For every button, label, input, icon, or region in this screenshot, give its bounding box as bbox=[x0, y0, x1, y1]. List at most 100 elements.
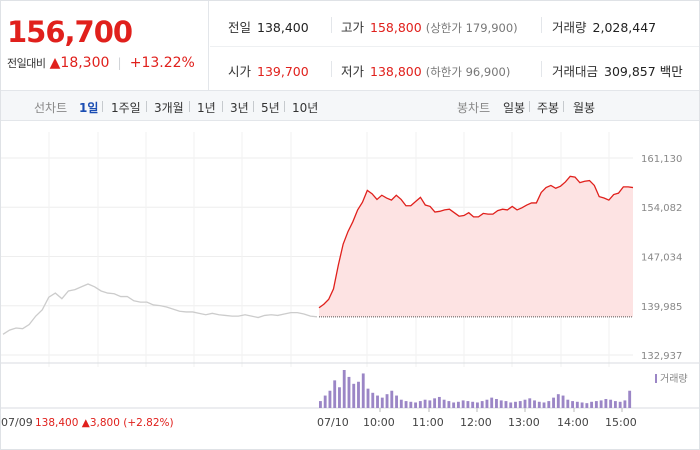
y-tick-label: 132,937 bbox=[641, 351, 682, 362]
volume-bar bbox=[495, 399, 498, 408]
volume-bar bbox=[428, 400, 432, 408]
volume-bar bbox=[528, 398, 532, 408]
volume-bar bbox=[433, 398, 437, 408]
stat-high: 고가 158,800 (상한가 179,900) bbox=[341, 17, 518, 36]
tab-weekly[interactable]: 주봉 bbox=[537, 101, 560, 115]
volume-bar bbox=[542, 402, 546, 408]
stat-prev-close: 전일 138,400 bbox=[228, 17, 309, 36]
volume-bar bbox=[613, 401, 617, 408]
volume-bar bbox=[328, 390, 332, 408]
volume-bar bbox=[395, 395, 398, 408]
stats-grid: 전일 138,400 고가 158,800 (상한가 179,900) 거래량 2,0… bbox=[210, 1, 699, 91]
volume-bar bbox=[338, 387, 341, 408]
volume-bar bbox=[423, 399, 427, 408]
divider bbox=[253, 101, 254, 112]
stat-value: 138,400 bbox=[257, 20, 309, 35]
volume-bar bbox=[347, 376, 351, 408]
tab-3y[interactable]: 3년 bbox=[230, 101, 249, 115]
divider bbox=[529, 101, 530, 112]
prev-day-summary: 138,400 ▲3,800 (+2.82%) bbox=[35, 417, 174, 429]
line-chart-label: 선차트 bbox=[34, 101, 68, 115]
stat-low: 저가 138,800 (하한가 96,900) bbox=[341, 61, 510, 80]
volume-bar bbox=[471, 401, 475, 408]
stat-value: 139,700 bbox=[257, 64, 309, 79]
volume-bar bbox=[385, 394, 389, 408]
divider bbox=[189, 101, 190, 112]
volume-bar bbox=[623, 400, 627, 408]
current-price: 156,700 bbox=[7, 15, 133, 49]
price-change: 전일대비 ▲18,300 | +13.22% bbox=[7, 55, 195, 71]
volume-bar bbox=[447, 401, 451, 408]
x-tick-label: 13:00 bbox=[508, 416, 540, 429]
volume-bar bbox=[319, 401, 322, 408]
stat-turnover: 거래대금 309,857 백만 bbox=[552, 61, 683, 80]
volume-bar bbox=[609, 399, 613, 408]
today-series-line bbox=[318, 175, 634, 309]
volume-bar bbox=[390, 390, 394, 408]
prev-day-series-line bbox=[2, 283, 318, 335]
volume-bar bbox=[418, 401, 422, 408]
upper-limit: (상한가 179,900) bbox=[425, 21, 518, 35]
stat-volume: 거래량 2,028,447 bbox=[552, 17, 656, 36]
divider: | bbox=[117, 56, 122, 70]
volume-bar bbox=[556, 394, 560, 408]
volume-bar bbox=[376, 395, 379, 408]
tab-3m[interactable]: 3개월 bbox=[154, 101, 184, 115]
today-area-fill bbox=[319, 176, 633, 317]
stat-value: 309,857 bbox=[604, 64, 656, 79]
stat-label: 전일 bbox=[228, 20, 252, 35]
tab-daily[interactable]: 일봉 bbox=[503, 101, 526, 115]
volume-bar bbox=[352, 383, 356, 408]
volume-bar bbox=[466, 401, 470, 408]
volume-bar bbox=[366, 388, 370, 408]
volume-legend-label: 거래량 bbox=[660, 373, 688, 385]
stat-label: 저가 bbox=[341, 64, 365, 79]
volume-bar bbox=[547, 401, 551, 408]
volume-bar bbox=[361, 373, 365, 408]
volume-bar bbox=[371, 392, 375, 408]
divider bbox=[222, 101, 223, 112]
change-percent: +13.22% bbox=[129, 55, 195, 71]
stat-label: 시가 bbox=[228, 64, 252, 79]
divider bbox=[541, 17, 542, 33]
x-tick-label: 15:00 bbox=[605, 416, 637, 429]
tab-1y[interactable]: 1년 bbox=[197, 101, 216, 115]
candle-chart-label: 봉차트 bbox=[457, 101, 491, 115]
tab-1d[interactable]: 1일 bbox=[79, 101, 99, 115]
tab-monthly[interactable]: 월봉 bbox=[573, 101, 596, 115]
volume-bar bbox=[404, 401, 408, 408]
volume-bar bbox=[357, 381, 360, 408]
stat-open: 시가 139,700 bbox=[228, 61, 309, 80]
volume-bar bbox=[571, 401, 575, 408]
divider bbox=[563, 101, 564, 112]
volume-bar bbox=[414, 402, 418, 408]
x-tick-label: 07/09 bbox=[1, 416, 33, 429]
volume-bar bbox=[409, 401, 413, 408]
volume-bar bbox=[456, 401, 460, 408]
price-chart[interactable]: 161,130 154,082 147,034 139,985 132,937 거래량 … bbox=[1, 122, 699, 450]
up-arrow-icon: ▲ bbox=[49, 55, 61, 71]
volume-bar bbox=[442, 399, 446, 408]
tab-10y[interactable]: 10년 bbox=[292, 101, 319, 115]
volume-bar bbox=[504, 401, 508, 408]
volume-bar bbox=[323, 395, 327, 408]
stat-label: 거래대금 bbox=[552, 64, 599, 79]
y-tick-label: 147,034 bbox=[641, 252, 682, 263]
lower-limit: (하한가 96,900) bbox=[425, 65, 511, 79]
volume-bar bbox=[575, 401, 579, 408]
chart-tab-bar: 선차트 1일 1주일 3개월 1년 3년 5년 10년 봉차트 일봉 주봉 월봉 bbox=[1, 91, 699, 121]
x-tick-label: 07/10 bbox=[317, 416, 349, 429]
volume-bar bbox=[585, 403, 589, 408]
volume-bar bbox=[342, 370, 346, 408]
price-summary: 156,700 전일대비 ▲18,300 | +13.22% 전일 138,400… bbox=[1, 1, 699, 91]
volume-bar bbox=[561, 395, 565, 408]
tab-1w[interactable]: 1주일 bbox=[111, 101, 141, 115]
divider bbox=[102, 101, 103, 112]
change-label: 전일대비 bbox=[7, 57, 46, 70]
volume-bar bbox=[380, 397, 384, 408]
volume-bar bbox=[518, 401, 522, 408]
turnover-unit: 백만 bbox=[659, 64, 683, 79]
tab-5y[interactable]: 5년 bbox=[261, 101, 280, 115]
stat-value: 158,800 bbox=[370, 20, 422, 35]
